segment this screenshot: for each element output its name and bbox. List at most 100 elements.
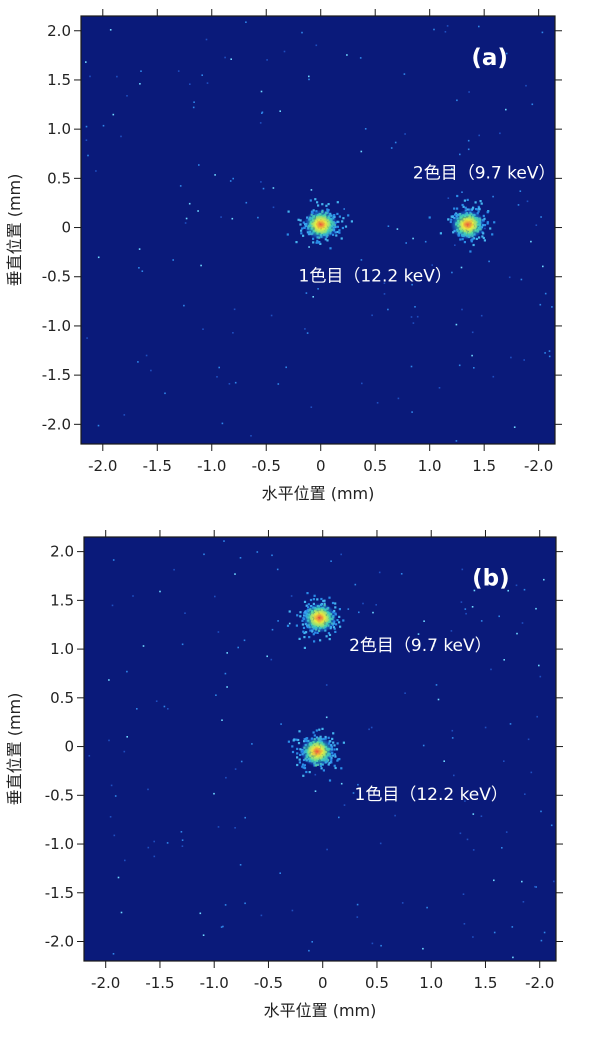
noise-speck bbox=[451, 729, 454, 732]
noise-speck bbox=[404, 692, 406, 694]
noise-speck bbox=[185, 217, 188, 220]
spot-pixel bbox=[470, 240, 473, 243]
noise-speck bbox=[542, 265, 544, 268]
noise-speck bbox=[534, 885, 536, 888]
noise-speck bbox=[444, 31, 447, 33]
spot-pixel bbox=[330, 761, 333, 764]
spot-pixel bbox=[312, 241, 315, 244]
spot-pixel bbox=[325, 204, 328, 207]
noise-speck bbox=[414, 306, 416, 308]
spot-pixel bbox=[319, 639, 322, 642]
spot-core bbox=[450, 209, 485, 240]
noise-speck bbox=[203, 553, 205, 556]
spot-pixel bbox=[306, 737, 309, 740]
spot-pixel bbox=[301, 763, 305, 766]
noise-speck bbox=[544, 292, 547, 295]
spot-pixel bbox=[471, 207, 474, 210]
noise-speck bbox=[512, 956, 514, 959]
noise-speck bbox=[471, 606, 474, 608]
noise-speck bbox=[277, 620, 279, 622]
noise-speck bbox=[283, 50, 286, 53]
noise-speck bbox=[453, 774, 455, 777]
spot-pixel bbox=[486, 221, 489, 224]
spot-pixel bbox=[463, 241, 466, 244]
spot-pixel bbox=[335, 234, 338, 237]
y-tick-label: 2.0 bbox=[50, 543, 74, 561]
spot-pixel bbox=[489, 227, 492, 230]
spot-pixel bbox=[338, 615, 341, 618]
noise-speck bbox=[260, 914, 263, 917]
spot-pixel bbox=[308, 636, 311, 639]
noise-speck bbox=[455, 323, 458, 326]
spot-pixel bbox=[472, 206, 475, 209]
noise-speck bbox=[199, 912, 202, 915]
spot-pixel bbox=[334, 231, 337, 234]
noise-speck bbox=[378, 571, 381, 574]
noise-speck bbox=[358, 611, 360, 614]
noise-speck bbox=[484, 227, 486, 230]
spot-pixel bbox=[312, 598, 315, 601]
noise-speck bbox=[460, 266, 463, 269]
spot-core bbox=[300, 736, 335, 767]
noise-speck bbox=[220, 926, 223, 928]
x-axis-b: -2.0 -1.5 -1.0 -0.5 0 0.5 1.0 1.5 -2.0 bbox=[91, 530, 554, 992]
spot-annotation-a-2: 2色目（9.7 keV） bbox=[413, 163, 556, 183]
noise-speck bbox=[132, 595, 134, 597]
noise-speck bbox=[259, 122, 262, 124]
spot-pixel bbox=[486, 211, 489, 214]
spot-pixel bbox=[456, 207, 459, 210]
noise-speck bbox=[112, 113, 115, 116]
noise-speck bbox=[417, 633, 420, 635]
spot-pixel bbox=[333, 748, 336, 751]
noise-speck bbox=[201, 74, 203, 76]
noise-speck bbox=[261, 111, 264, 114]
noise-speck bbox=[437, 698, 440, 701]
noise-speck bbox=[360, 259, 363, 261]
spot-pixel bbox=[452, 231, 455, 234]
spot-pixel bbox=[344, 225, 348, 228]
noise-speck bbox=[244, 902, 246, 905]
noise-speck bbox=[435, 684, 438, 686]
noise-speck bbox=[473, 367, 475, 369]
spot-pixel bbox=[336, 212, 339, 215]
spot-pixel bbox=[466, 198, 469, 201]
noise-speck bbox=[311, 941, 313, 943]
spot-pixel bbox=[334, 606, 337, 609]
spot-pixel bbox=[302, 626, 306, 629]
spot-pixel bbox=[303, 646, 306, 649]
spot-pixel bbox=[464, 206, 467, 209]
x-tick-label: 1.5 bbox=[474, 974, 498, 992]
noise-speck bbox=[523, 359, 525, 361]
noise-speck bbox=[464, 800, 466, 802]
noise-speck bbox=[192, 106, 195, 109]
noise-speck bbox=[114, 795, 117, 797]
spot-pixel bbox=[486, 222, 489, 225]
spot-pixel bbox=[329, 247, 332, 250]
spot-pixel bbox=[341, 226, 344, 230]
noise-speck bbox=[360, 150, 363, 153]
noise-speck bbox=[387, 225, 390, 227]
noise-speck bbox=[232, 177, 234, 180]
spot-pixel bbox=[291, 750, 295, 754]
noise-speck bbox=[379, 842, 382, 845]
x-tick-label: -0.5 bbox=[254, 974, 283, 992]
noise-speck bbox=[480, 815, 483, 817]
spot-core bbox=[303, 209, 338, 240]
spot-pixel bbox=[298, 637, 301, 640]
spot-pixel bbox=[461, 203, 464, 207]
y-axis-title-b: 垂直位置 (mm) bbox=[5, 693, 24, 806]
spot-pixel bbox=[333, 214, 336, 217]
spot-pixel bbox=[303, 764, 306, 767]
noise-speck bbox=[181, 839, 184, 841]
noise-speck bbox=[261, 112, 263, 114]
noise-speck bbox=[357, 783, 359, 786]
x-tick-label: 1.0 bbox=[418, 457, 442, 475]
spot-pixel bbox=[298, 758, 301, 761]
noise-speck bbox=[198, 164, 200, 166]
noise-speck bbox=[109, 29, 112, 31]
noise-speck bbox=[216, 376, 218, 378]
noise-speck bbox=[113, 834, 116, 837]
spot-pixel bbox=[327, 763, 330, 766]
noise-speck bbox=[213, 792, 215, 795]
